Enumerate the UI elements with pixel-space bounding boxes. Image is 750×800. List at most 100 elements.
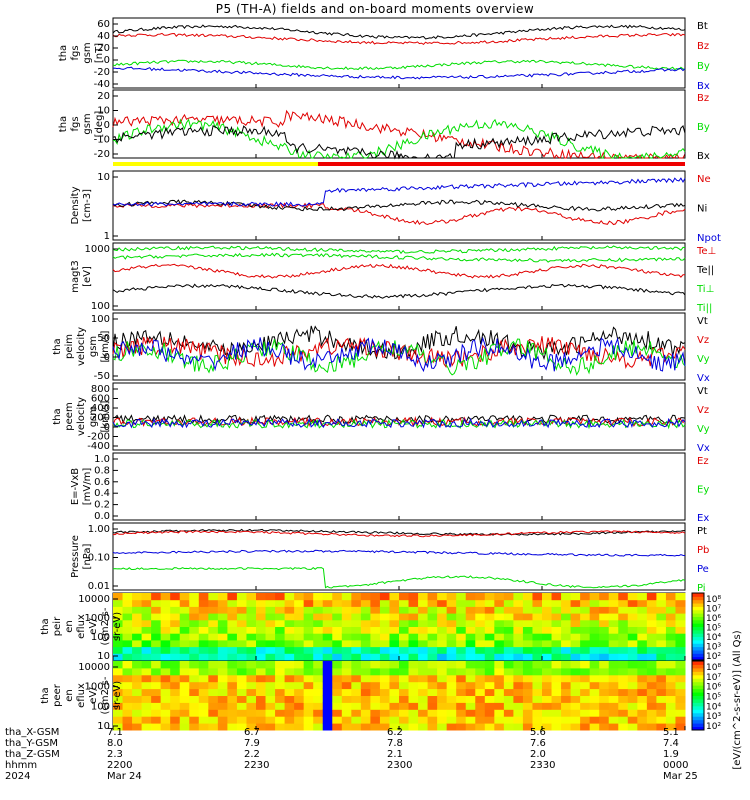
heatmap-cell [370,626,381,634]
heatmap-cell [275,688,286,696]
heatmap-cell [465,626,476,634]
heatmap-cell [389,653,400,661]
panel-2 [112,89,686,160]
heatmap-cell [170,667,181,676]
legend-entry: Vy [697,354,710,365]
heatmap-cell [675,667,686,676]
heatmap-cell [341,606,352,614]
heatmap-cell [208,593,219,601]
y-tick-label: -20 [94,67,110,78]
heatmap-cell [408,619,419,627]
heatmap-cell [351,639,362,648]
heatmap-cell [217,688,228,696]
heatmap-cell [484,613,495,621]
heatmap-cell [627,639,638,648]
heatmap-cell [570,688,581,696]
heatmap-cell [475,619,486,627]
colorbar-cell [692,599,704,604]
heatmap-cell [141,639,152,648]
legend-entry: Ne [697,174,711,185]
heatmap-cell [399,646,410,654]
heatmap-cell [122,633,133,641]
heatmap-cell [627,702,638,710]
y-tick-label: 100 [91,701,110,712]
heatmap-cell [256,639,267,648]
heatmap-cell [618,646,629,654]
heatmap-cell [646,653,657,661]
heatmap-cell [456,593,467,601]
heatmap-cell [446,606,457,614]
heatmap-cell [284,593,295,601]
heatmap-cell [665,619,676,627]
heatmap-cell [399,695,410,703]
heatmap-cell [370,695,381,703]
heatmap-cell [370,667,381,676]
heatmap-cell [522,653,533,661]
heatmap-cell [561,688,572,696]
heatmap-cell [399,674,410,683]
heatmap-cell [227,681,238,690]
heatmap-cell [360,674,371,683]
heatmap-cell [208,619,219,627]
heatmap-cell [656,681,667,690]
heatmap-cell [360,613,371,621]
heatmap-cell [475,633,486,641]
heatmap-cell [275,709,286,717]
heatmap-cell [646,702,657,710]
bottom-value-hhmm: 2330 [530,760,556,771]
heatmap-cell [437,593,448,601]
heatmap-cell [208,639,219,648]
y-axis-label: tha [40,687,51,703]
heatmap-cell [551,688,562,696]
heatmap-cell [542,633,553,641]
heatmap-cell [332,613,343,621]
heatmap-cell [532,674,543,683]
heatmap-cell [151,723,162,731]
heatmap-cell [542,674,553,683]
heatmap-cell [608,639,619,648]
heatmap-cell [322,688,333,696]
heatmap-cell [246,702,257,710]
heatmap-cell [437,681,448,690]
heatmap-cell [408,599,419,607]
heatmap-cell [265,653,276,661]
heatmap-cell [522,646,533,654]
heatmap-cell [665,593,676,601]
heatmap-cell [427,593,438,601]
heatmap-cell [513,716,524,724]
heatmap-cell [189,661,200,669]
heatmap-cell [475,613,486,621]
bottom-value-x: 5.6 [530,727,546,738]
heatmap-cell [608,599,619,607]
y-tick-label: 0 [104,120,110,131]
heatmap-cell [532,695,543,703]
heatmap-cell [370,716,381,724]
heatmap-cell [160,661,171,669]
heatmap-cell [246,606,257,614]
heatmap-cell [313,667,324,676]
heatmap-cell [456,661,467,669]
heatmap-cell [542,646,553,654]
colorbar-tick-label: 10⁴ [706,702,721,712]
heatmap-cell [208,681,219,690]
heatmap-cell [256,702,267,710]
heatmap-cell [656,653,667,661]
heatmap-cell [589,593,600,601]
heatmap-cell [303,633,314,641]
heatmap-cell [627,613,638,621]
heatmap-cell [618,667,629,676]
heatmap-cell [322,619,333,627]
y-axis-label: magt3 [70,260,81,293]
heatmap-cell [322,626,333,634]
heatmap-cell [284,667,295,676]
heatmap-cell [399,599,410,607]
series-line-By [112,59,686,71]
heatmap-cell [618,723,629,731]
heatmap-cell [294,593,305,601]
heatmap-cell [522,619,533,627]
heatmap-cell [513,646,524,654]
heatmap-cell [665,695,676,703]
heatmap-cell [141,723,152,731]
heatmap-cell [379,619,390,627]
heatmap-cell [494,606,505,614]
